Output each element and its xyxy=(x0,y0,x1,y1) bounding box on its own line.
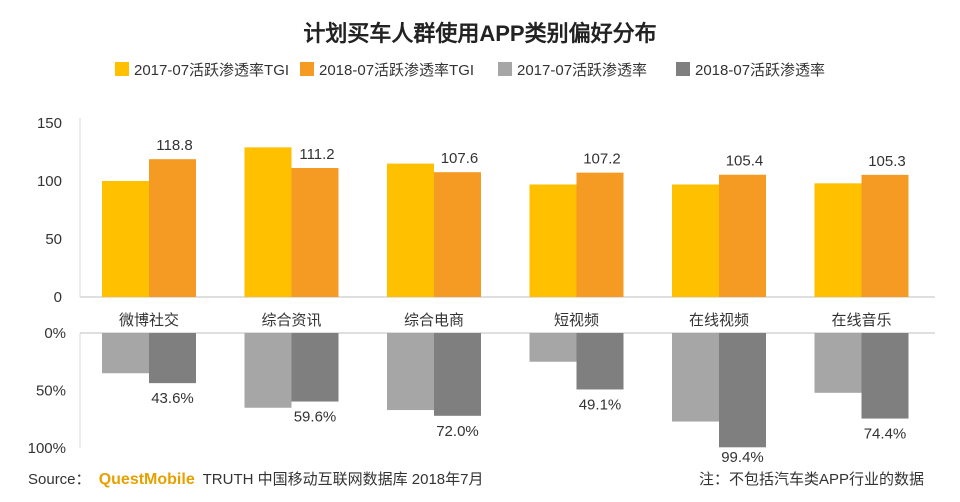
upper-bar xyxy=(244,147,292,297)
lower-bar xyxy=(149,333,196,384)
lower-data-labels: 43.6% 59.6% 72.0% 49.1% 99.4% 74.4% xyxy=(151,390,906,466)
category-label: 综合资讯 xyxy=(261,312,321,329)
legend-swatch-rate-2018 xyxy=(676,62,690,76)
source-text: Source： QuestMobile TRUTH 中国移动互联网数据库 201… xyxy=(28,471,484,488)
lower-data-label: 59.6% xyxy=(294,409,337,426)
upper-bar xyxy=(529,184,577,297)
lower-data-label: 43.6% xyxy=(151,390,194,407)
lower-data-label: 74.4% xyxy=(864,426,907,443)
upper-bar xyxy=(814,183,862,297)
lower-bar xyxy=(814,333,862,393)
upper-y-tick-label: 150 xyxy=(37,115,62,132)
source-brand: QuestMobile xyxy=(99,471,195,488)
category-label: 微博社交 xyxy=(119,311,179,329)
lower-bar xyxy=(576,333,624,390)
upper-y-axis: 150 100 50 0 xyxy=(37,115,935,306)
category-label: 综合电商 xyxy=(404,312,464,329)
upper-data-label: 107.6 xyxy=(441,150,479,167)
lower-y-tick-label: 100% xyxy=(28,440,66,457)
lower-data-label: 72.0% xyxy=(436,423,479,440)
category-label: 短视频 xyxy=(554,312,599,329)
upper-bars xyxy=(102,147,909,297)
source-rest: TRUTH 中国移动互联网数据库 2018年7月 xyxy=(203,471,484,488)
lower-data-label: 49.1% xyxy=(579,396,622,413)
upper-data-label: 111.2 xyxy=(299,146,334,163)
lower-y-tick-label: 50% xyxy=(36,383,66,400)
upper-y-tick-label: 100 xyxy=(37,173,62,190)
upper-bar xyxy=(861,174,909,297)
upper-bar xyxy=(149,159,196,297)
legend-label-rate-2018: 2018-07活跃渗透率 xyxy=(695,62,825,79)
source-prefix: Source： xyxy=(28,471,91,488)
legend-swatch-tgi-2017 xyxy=(115,62,129,76)
lower-data-label: 99.4% xyxy=(721,449,764,466)
upper-data-label: 118.8 xyxy=(156,137,192,154)
upper-y-tick-label: 50 xyxy=(45,231,62,248)
lower-bar xyxy=(291,333,339,402)
upper-bar xyxy=(434,172,481,297)
legend-label-tgi-2018: 2018-07活跃渗透率TGI xyxy=(319,62,474,79)
lower-bar xyxy=(434,333,481,416)
upper-data-labels: 118.8 111.2 107.6 107.2 105.4 105.3 xyxy=(156,137,905,170)
lower-bar xyxy=(244,333,292,408)
lower-bar xyxy=(102,333,149,374)
chart-title: 计划买车人群使用APP类别偏好分布 xyxy=(303,21,656,46)
upper-data-label: 105.3 xyxy=(868,153,906,170)
upper-bar xyxy=(719,174,766,297)
upper-bar xyxy=(102,181,149,297)
category-labels: 微博社交 综合资讯 综合电商 短视频 在线视频 在线音乐 xyxy=(119,311,892,329)
legend-swatch-rate-2017 xyxy=(498,62,512,76)
lower-bar xyxy=(387,333,434,411)
footer: Source： QuestMobile TRUTH 中国移动互联网数据库 201… xyxy=(28,471,924,488)
lower-bar xyxy=(861,333,909,419)
upper-bar xyxy=(291,168,339,297)
lower-bars xyxy=(102,333,909,448)
category-label: 在线视频 xyxy=(689,312,749,329)
upper-bar xyxy=(576,172,624,297)
upper-y-tick-label: 0 xyxy=(54,289,62,306)
upper-data-label: 105.4 xyxy=(726,153,764,170)
upper-bar xyxy=(387,163,434,297)
lower-bar xyxy=(529,333,577,362)
category-label: 在线音乐 xyxy=(831,312,891,329)
legend-label-rate-2017: 2017-07活跃渗透率 xyxy=(517,62,647,79)
lower-y-tick-label: 0% xyxy=(44,325,66,342)
upper-bar xyxy=(672,184,719,297)
legend: 2017-07活跃渗透率TGI 2018-07活跃渗透率TGI 2017-07活… xyxy=(115,62,825,79)
lower-y-axis: 0% 50% 100% xyxy=(28,325,935,457)
upper-data-label: 107.2 xyxy=(583,151,621,168)
lower-bar xyxy=(719,333,766,448)
lower-bar xyxy=(672,333,719,422)
legend-swatch-tgi-2018 xyxy=(300,62,314,76)
footnote: 注：不包括汽车类APP行业的数据 xyxy=(699,471,924,488)
legend-label-tgi-2017: 2017-07活跃渗透率TGI xyxy=(134,62,289,79)
